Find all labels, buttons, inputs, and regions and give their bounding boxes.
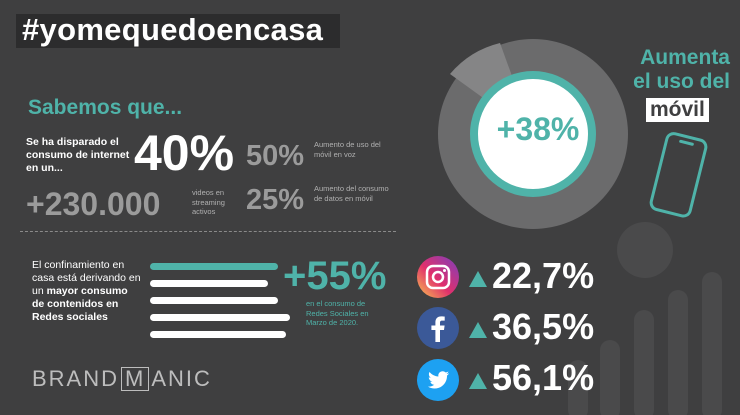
videos-value: +230.000 — [26, 186, 161, 222]
up-arrow-icon — [469, 271, 487, 287]
social-description: en el consumo de Redes Sociales en Marzo… — [306, 299, 369, 327]
datos-description: Aumento del consumo de datos en móvil — [314, 184, 389, 203]
mobile-title: Aumenta el uso del — [590, 46, 730, 94]
mobile-title-line1: Aumenta — [640, 46, 730, 69]
facebook-value: 36,5% — [492, 306, 595, 347]
social-percent: +55% — [283, 254, 387, 298]
social-text-plain: El confinamiento en casa está derivando … — [32, 259, 141, 297]
mobile-title-line2: el uso del — [633, 70, 730, 93]
intro-heading: Sabemos que... — [28, 96, 183, 119]
bg-bar — [702, 272, 722, 415]
social-bar — [150, 263, 278, 270]
internet-percent: 40% — [134, 125, 235, 181]
videos-description: videos en streaming activos — [192, 188, 225, 216]
bg-bar — [568, 360, 588, 415]
mobile-donut — [438, 39, 628, 229]
social-text: El confinamiento en casa está derivando … — [32, 259, 142, 324]
facebook-icon — [417, 307, 459, 349]
social-text-bold: mayor consumo de contenidos en Redes soc… — [32, 285, 128, 323]
hashtag-title: #yomequedoencasa — [22, 12, 324, 47]
consumo-label: Se ha disparado el consumo de internet e… — [26, 136, 130, 174]
bg-bar — [668, 290, 688, 415]
bg-bar — [600, 340, 620, 415]
instagram-icon — [417, 256, 459, 298]
brand-logo-left: BRAND — [32, 366, 120, 391]
datos-percent: 25% — [246, 184, 305, 216]
hashtag-background — [16, 14, 340, 48]
background-bars — [568, 272, 722, 415]
social-bar — [150, 280, 268, 287]
mobile-percent: +38% — [496, 111, 580, 147]
bg-bar — [634, 310, 654, 415]
up-arrow-icon — [469, 373, 487, 389]
brand-logo-right: ANIC — [151, 366, 212, 391]
phone-icon — [649, 132, 708, 218]
divider — [20, 231, 396, 232]
voz-percent: 50% — [246, 140, 305, 172]
mobile-title-highlight: móvil — [646, 98, 709, 122]
brand-logo: BRAND M ANIC — [32, 366, 212, 392]
social-bar — [150, 314, 290, 321]
social-bar — [150, 331, 286, 338]
brand-logo-middle: M — [121, 367, 150, 391]
decor-circle — [617, 222, 673, 278]
up-arrow-icon — [469, 322, 487, 338]
twitter-value: 56,1% — [492, 357, 595, 398]
instagram-value: 22,7% — [492, 255, 595, 296]
voz-description: Aumento de uso del móvil en voz — [314, 140, 381, 159]
social-bar — [150, 297, 278, 304]
twitter-icon — [417, 359, 459, 401]
